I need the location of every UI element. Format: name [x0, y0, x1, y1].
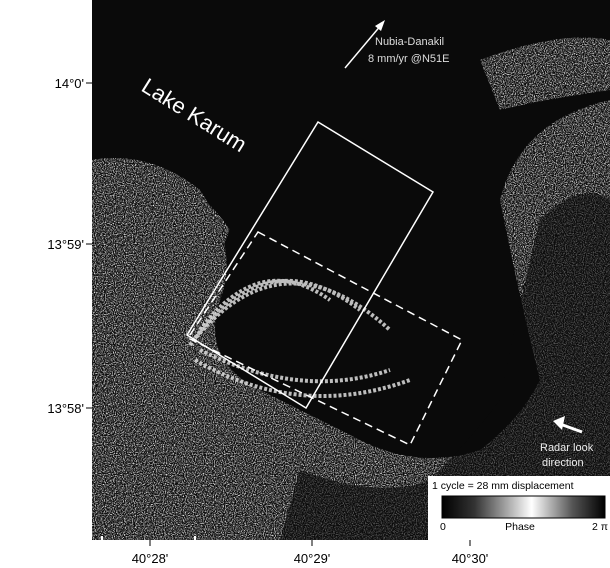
longitude-label: 40°30'	[452, 551, 489, 566]
latitude-ticks: 14°0' 13°59' 13°58'	[47, 76, 92, 416]
colorbar	[442, 496, 605, 518]
radar-label: direction	[542, 457, 584, 469]
latitude-label: 14°0'	[55, 76, 84, 91]
plate-rate: 8 mm/yr @N51E	[368, 53, 449, 65]
colorbar-label: Phase	[505, 521, 535, 533]
longitude-label: 40°28'	[132, 551, 169, 566]
colorbar-max: 2 π	[592, 521, 608, 533]
plate-name: Nubia-Danakil	[375, 36, 444, 48]
radar-label: Radar look	[540, 442, 594, 454]
map-figure: Lake Karum Nubia-Danakil 8 mm/yr @N51E R…	[0, 0, 610, 568]
interferogram	[92, 0, 610, 540]
colorbar-title: 1 cycle = 28 mm displacement	[432, 480, 574, 492]
latitude-label: 13°59'	[47, 237, 84, 252]
longitude-label: 40°29'	[294, 551, 331, 566]
latitude-label: 13°58'	[47, 401, 84, 416]
colorbar-min: 0	[440, 521, 446, 533]
